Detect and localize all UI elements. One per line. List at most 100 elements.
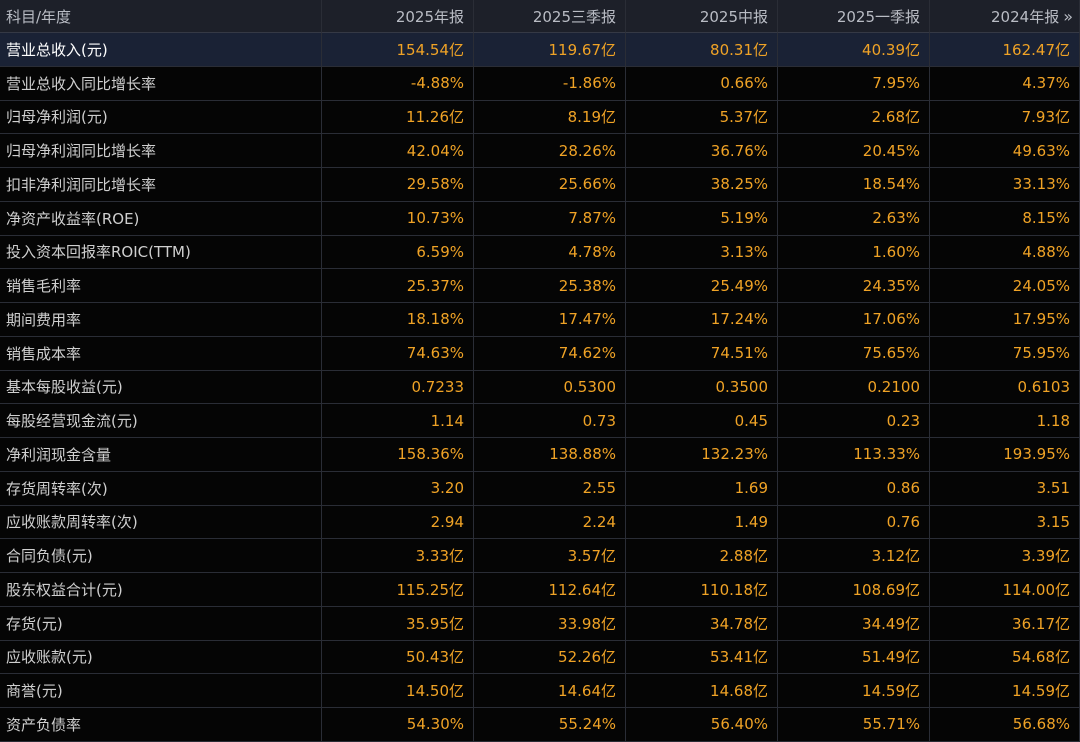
row-value: 2.55 (474, 471, 626, 506)
row-label: 应收账款周转率(次) (0, 505, 322, 540)
row-label: 销售成本率 (0, 336, 322, 371)
row-value: 0.76 (778, 505, 930, 540)
row-value: 108.69亿 (778, 573, 930, 607)
row-value: 75.95% (930, 336, 1080, 371)
row-label: 存货周转率(次) (0, 471, 322, 506)
row-label: 每股经营现金流(元) (0, 404, 322, 438)
row-value: 38.25% (626, 168, 778, 202)
row-label: 存货(元) (0, 606, 322, 641)
row-value: 14.64亿 (474, 674, 626, 708)
row-label: 归母净利润(元) (0, 100, 322, 135)
row-value: 7.93亿 (930, 100, 1080, 135)
row-label: 期间费用率 (0, 303, 322, 337)
row-value: 10.73% (322, 201, 474, 236)
row-value: 115.25亿 (322, 573, 474, 607)
row-value: 2.24 (474, 505, 626, 540)
row-value: 1.60% (778, 235, 930, 270)
row-value: 24.05% (930, 269, 1080, 303)
row-label: 合同负债(元) (0, 539, 322, 573)
row-value: 34.78亿 (626, 606, 778, 641)
row-value: 14.50亿 (322, 674, 474, 708)
double-chevron-right-icon[interactable]: ›› (1063, 6, 1073, 26)
row-value: 6.59% (322, 235, 474, 270)
row-value: 80.31亿 (626, 33, 778, 67)
row-value: 1.18 (930, 404, 1080, 438)
row-value: 2.63% (778, 201, 930, 236)
row-value: 36.76% (626, 134, 778, 168)
row-label: 净资产收益率(ROE) (0, 201, 322, 236)
row-value: 49.63% (930, 134, 1080, 168)
row-value: 4.37% (930, 66, 1080, 101)
row-value: 7.87% (474, 201, 626, 236)
row-value: 0.3500 (626, 370, 778, 405)
row-value: 0.66% (626, 66, 778, 101)
row-value: 0.45 (626, 404, 778, 438)
row-value: 29.58% (322, 168, 474, 202)
row-value: 25.49% (626, 269, 778, 303)
row-value: 4.88% (930, 235, 1080, 270)
row-value: 8.15% (930, 201, 1080, 236)
row-value: 24.35% (778, 269, 930, 303)
header-period-2025-annual[interactable]: 2025年报 (322, 0, 474, 33)
row-value: -4.88% (322, 66, 474, 101)
row-label: 应收账款(元) (0, 640, 322, 675)
row-value: 132.23% (626, 438, 778, 472)
row-value: 3.15 (930, 505, 1080, 540)
row-label: 营业总收入(元) (0, 33, 322, 67)
row-value: 119.67亿 (474, 33, 626, 67)
row-value: 36.17亿 (930, 606, 1080, 641)
row-value: 14.68亿 (626, 674, 778, 708)
row-label: 扣非净利润同比增长率 (0, 168, 322, 202)
row-value: 54.30% (322, 708, 474, 742)
row-value: 1.69 (626, 471, 778, 506)
row-label: 基本每股收益(元) (0, 370, 322, 405)
row-value: 2.68亿 (778, 100, 930, 135)
header-period-2025-q3[interactable]: 2025三季报 (474, 0, 626, 33)
row-value: 8.19亿 (474, 100, 626, 135)
row-value: 28.26% (474, 134, 626, 168)
row-label: 资产负债率 (0, 708, 322, 742)
row-value: 33.98亿 (474, 606, 626, 641)
row-value: 4.78% (474, 235, 626, 270)
row-value: 50.43亿 (322, 640, 474, 675)
row-value: 33.13% (930, 168, 1080, 202)
row-value: 18.54% (778, 168, 930, 202)
row-value: 55.71% (778, 708, 930, 742)
row-value: 0.5300 (474, 370, 626, 405)
row-value: 17.06% (778, 303, 930, 337)
row-value: 17.47% (474, 303, 626, 337)
row-value: 3.20 (322, 471, 474, 506)
row-value: 25.37% (322, 269, 474, 303)
row-value: 17.95% (930, 303, 1080, 337)
row-value: 1.14 (322, 404, 474, 438)
row-value: 0.2100 (778, 370, 930, 405)
row-value: 2.94 (322, 505, 474, 540)
row-value: 158.36% (322, 438, 474, 472)
row-value: 3.13% (626, 235, 778, 270)
row-value: 54.68亿 (930, 640, 1080, 675)
row-value: 34.49亿 (778, 606, 930, 641)
row-value: 2.88亿 (626, 539, 778, 573)
row-value: 56.68% (930, 708, 1080, 742)
row-value: 35.95亿 (322, 606, 474, 641)
row-label: 销售毛利率 (0, 269, 322, 303)
row-value: 53.41亿 (626, 640, 778, 675)
row-value: 113.33% (778, 438, 930, 472)
row-value: 74.51% (626, 336, 778, 371)
row-value: 162.47亿 (930, 33, 1080, 67)
header-period-2025-q1[interactable]: 2025一季报 (778, 0, 930, 33)
row-value: 25.38% (474, 269, 626, 303)
header-period-2024-annual[interactable]: 2024年报 ›› (930, 0, 1080, 33)
row-value: 3.12亿 (778, 539, 930, 573)
row-value: 14.59亿 (778, 674, 930, 708)
row-label: 净利润现金含量 (0, 438, 322, 472)
row-value: 154.54亿 (322, 33, 474, 67)
row-value: 193.95% (930, 438, 1080, 472)
row-value: 0.7233 (322, 370, 474, 405)
row-value: 56.40% (626, 708, 778, 742)
row-value: 11.26亿 (322, 100, 474, 135)
row-value: 1.49 (626, 505, 778, 540)
header-period-2025-interim[interactable]: 2025中报 (626, 0, 778, 33)
row-value: 75.65% (778, 336, 930, 371)
